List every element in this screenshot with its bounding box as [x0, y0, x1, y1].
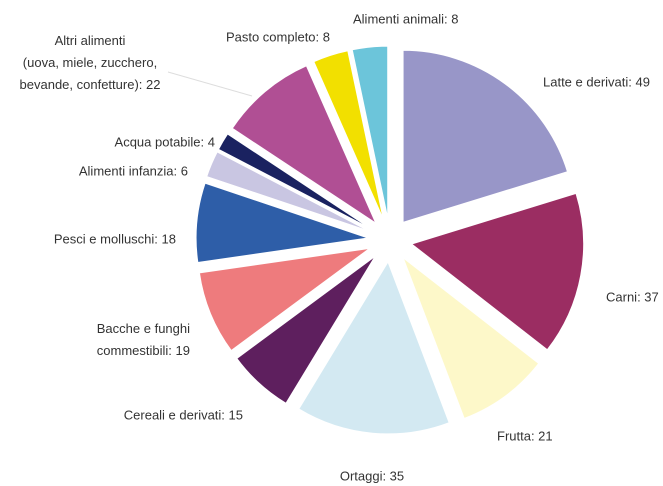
slice-label: Altri alimenti (uova, miele, zucchero, bev…: [20, 33, 161, 92]
slice-label: Ortaggi: 35: [340, 468, 404, 483]
pie-slice: [313, 50, 384, 220]
pie-slice: [217, 133, 372, 230]
slice-label: Cereali e derivati: 15: [124, 407, 243, 422]
pie-slice: [206, 151, 370, 232]
pie-slice: [236, 255, 376, 404]
leader-line: [167, 71, 253, 97]
slice-label: Carni: 37: [606, 289, 659, 304]
slice-label-line: (uova, miele, zucchero,: [23, 55, 157, 70]
slice-label: Acqua potabile: 4: [115, 134, 215, 149]
pie-slice: [198, 247, 370, 352]
slice-label-line: Altri alimenti: [55, 33, 126, 48]
slice-label-line: bevande, confetture): 22: [20, 77, 161, 92]
slice-label: Alimenti animali: 8: [353, 11, 459, 26]
slice-label: Frutta: 21: [497, 428, 553, 443]
slice-label: Pesci e molluschi: 18: [54, 231, 176, 246]
pie-slice: [401, 256, 540, 420]
slice-label: Alimenti infanzia: 6: [79, 163, 188, 178]
pie-slice: [351, 45, 389, 219]
pie-slice: [410, 192, 585, 351]
slice-label: Pasto completo: 8: [226, 29, 330, 44]
pie-slice: [402, 49, 569, 223]
slice-label: Bacche e funghi commestibili: 19: [97, 321, 190, 358]
pie-slice: [195, 182, 369, 264]
pie-slice: [231, 65, 377, 225]
pie-slice: [298, 260, 450, 435]
slice-label: Latte e derivati: 49: [543, 74, 650, 89]
slice-label-line: Bacche e funghi: [97, 321, 190, 336]
slice-label-line: commestibili: 19: [97, 343, 190, 358]
